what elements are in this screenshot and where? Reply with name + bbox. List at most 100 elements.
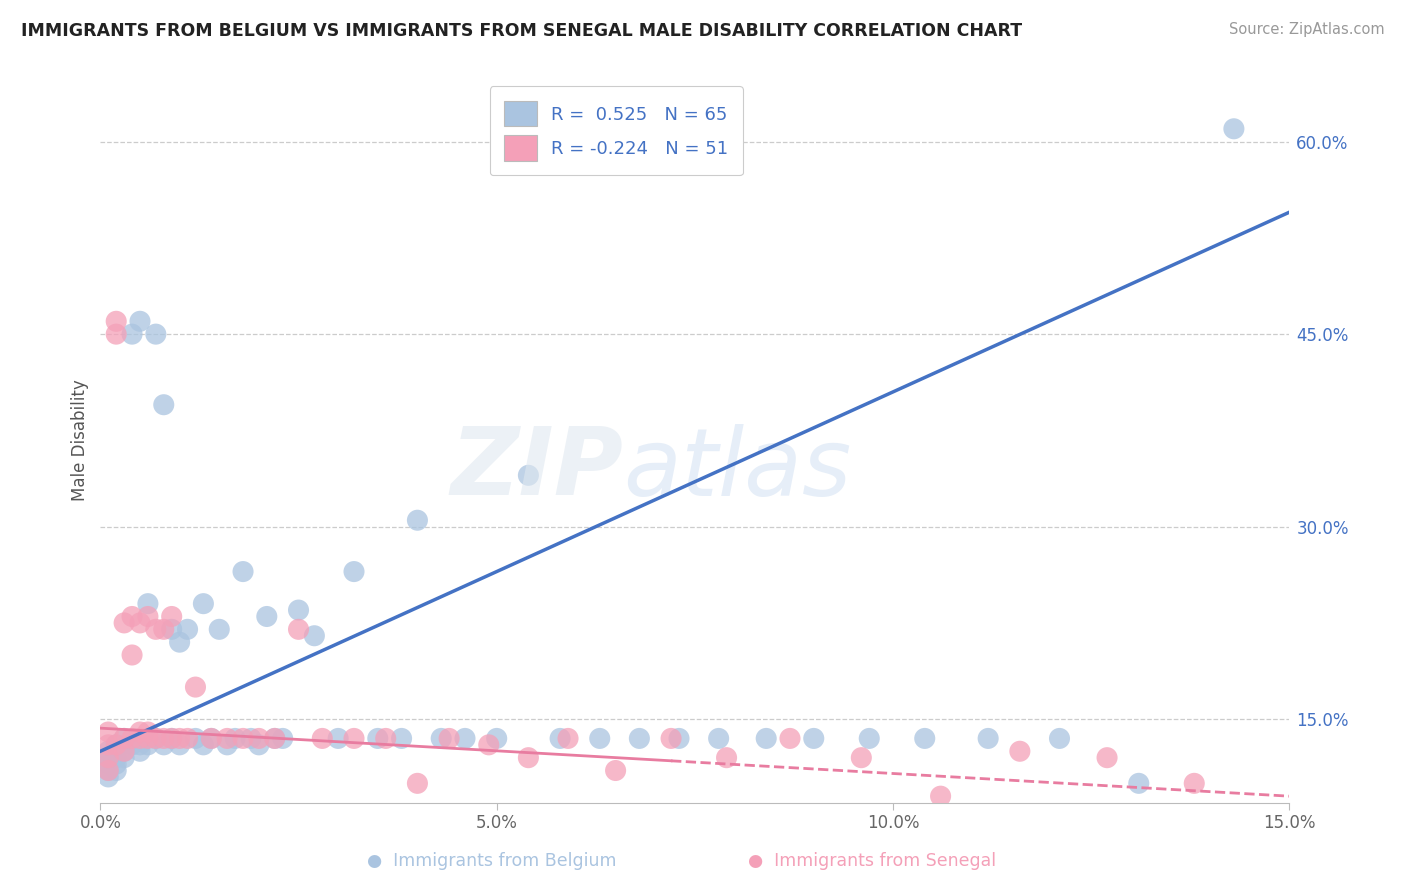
Point (1095, 750, 1118, 764)
Point (97, 764, 120, 778)
Point (406, 776, 429, 790)
Point (152, 738, 174, 752)
Point (263, 731, 285, 746)
Point (129, 725, 152, 739)
Point (628, 731, 651, 746)
Point (112, 731, 135, 746)
Point (169, 635, 191, 649)
Point (129, 738, 152, 752)
Point (605, 764, 627, 778)
Point (239, 731, 262, 746)
Point (176, 731, 198, 746)
Point (755, 731, 778, 746)
Point (517, 468, 540, 483)
Point (1223, 121, 1246, 136)
Point (121, 731, 143, 746)
Point (247, 738, 270, 752)
Point (105, 314, 128, 328)
Point (112, 750, 135, 764)
Point (97, 750, 120, 764)
Point (136, 725, 159, 739)
Point (105, 327, 128, 342)
Point (1128, 776, 1150, 790)
Legend: R =  0.525   N = 65, R = -0.224   N = 51: R = 0.525 N = 65, R = -0.224 N = 51 (489, 87, 742, 176)
Point (112, 744, 135, 758)
Point (557, 731, 579, 746)
Point (136, 738, 159, 752)
Point (200, 731, 222, 746)
Point (97, 738, 120, 752)
Point (184, 680, 207, 694)
Point (136, 731, 159, 746)
Point (121, 609, 143, 624)
Point (406, 513, 429, 527)
Point (160, 623, 183, 637)
Point (145, 327, 167, 342)
Point (803, 731, 825, 746)
Point (929, 789, 952, 804)
Point (160, 731, 183, 746)
Point (184, 731, 207, 746)
Point (105, 738, 128, 752)
Point (208, 623, 231, 637)
Point (374, 731, 396, 746)
Point (105, 738, 128, 752)
Point (914, 731, 936, 746)
Text: ZIP: ZIP (451, 423, 623, 515)
Point (136, 609, 159, 624)
Text: ●  Immigrants from Senegal: ● Immigrants from Senegal (748, 852, 995, 870)
Point (105, 757, 128, 772)
Point (328, 731, 350, 746)
Point (105, 764, 128, 778)
Point (391, 731, 413, 746)
Point (97, 750, 120, 764)
Point (311, 731, 333, 746)
Point (271, 731, 294, 746)
Point (659, 731, 682, 746)
Point (517, 750, 540, 764)
Point (217, 731, 239, 746)
Point (121, 738, 143, 752)
Point (232, 731, 254, 746)
Point (112, 731, 135, 746)
Point (169, 731, 191, 746)
Point (145, 623, 167, 637)
Point (232, 565, 254, 579)
Y-axis label: Male Disability: Male Disability (72, 379, 89, 501)
Point (129, 731, 152, 746)
Point (485, 731, 508, 746)
Point (145, 731, 167, 746)
Text: IMMIGRANTS FROM BELGIUM VS IMMIGRANTS FROM SENEGAL MALE DISABILITY CORRELATION C: IMMIGRANTS FROM BELGIUM VS IMMIGRANTS FR… (21, 22, 1022, 40)
Point (152, 623, 174, 637)
Point (858, 731, 880, 746)
Point (97, 744, 120, 758)
Point (152, 731, 174, 746)
Text: Source: ZipAtlas.com: Source: ZipAtlas.com (1229, 22, 1385, 37)
Point (129, 615, 152, 630)
Point (287, 623, 309, 637)
Point (287, 603, 309, 617)
Point (200, 731, 222, 746)
Point (1182, 776, 1205, 790)
Point (152, 398, 174, 412)
Point (1008, 744, 1031, 758)
Point (169, 738, 191, 752)
Point (707, 731, 730, 746)
Point (145, 731, 167, 746)
Point (478, 738, 501, 752)
Point (343, 565, 366, 579)
Point (97, 725, 120, 739)
Point (430, 731, 453, 746)
Point (160, 731, 183, 746)
Text: atlas: atlas (623, 424, 852, 515)
Text: ●  Immigrants from Belgium: ● Immigrants from Belgium (367, 852, 617, 870)
Point (548, 731, 571, 746)
Point (193, 738, 215, 752)
Point (437, 731, 460, 746)
Point (367, 731, 389, 746)
Point (217, 738, 239, 752)
Point (668, 731, 690, 746)
Point (105, 750, 128, 764)
Point (977, 731, 1000, 746)
Point (589, 731, 612, 746)
